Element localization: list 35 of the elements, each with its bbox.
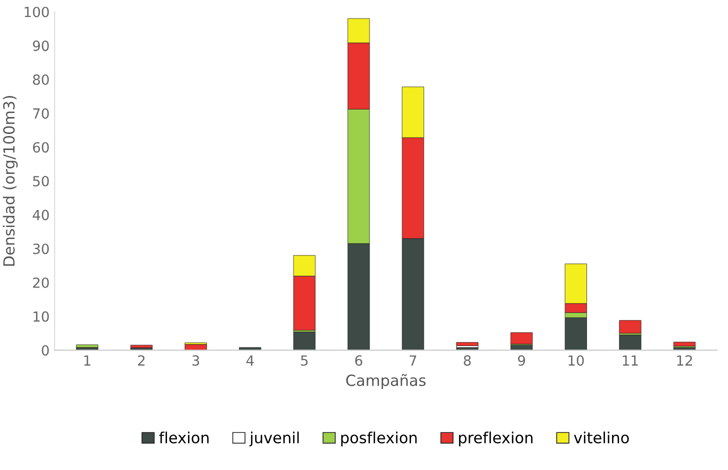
x-tick-label: 12 (677, 355, 692, 366)
legend-label: posflexion (341, 432, 417, 446)
y-tick-label: 40 (32, 210, 49, 220)
y-tick-label: 30 (33, 244, 49, 254)
x-tick-label: 5 (301, 355, 308, 366)
bar (456, 342, 478, 346)
legend-label: preflexion (459, 432, 532, 446)
x-tick-label: 9 (518, 355, 526, 366)
y-tick-label: 100 (24, 6, 49, 18)
x-tick-label: 6 (355, 355, 362, 366)
bar (76, 344, 98, 348)
y-tick-label: 50 (33, 176, 49, 186)
y-tick-label: 70 (33, 108, 49, 119)
x-tick-label: 8 (464, 355, 471, 366)
y-tick-label: 10 (34, 311, 49, 322)
x-axis-title: Campañas (346, 374, 426, 390)
bar (130, 344, 153, 348)
x-tick-label: 2 (138, 355, 145, 366)
y-tick-label: 60 (33, 142, 49, 153)
x-tick-label: 1 (84, 355, 90, 366)
y-tick-label: 80 (33, 74, 49, 85)
y-axis-title: Densidad (org/100m3) (2, 96, 18, 266)
legend-label: flexion (159, 432, 209, 444)
x-tick-label: 3 (192, 355, 200, 366)
x-tick-label: 4 (246, 355, 254, 366)
bar (564, 317, 587, 350)
x-tick-label: 11 (622, 355, 638, 366)
y-tick-label: 0 (42, 345, 49, 356)
y-tick-label: 90 (32, 40, 49, 52)
legend-label: vitelino (574, 432, 629, 444)
legend-label: juvenil (249, 432, 299, 446)
x-tick-label: 7 (410, 355, 416, 366)
y-tick-label: 20 (33, 277, 49, 288)
x-tick-label: 10 (568, 355, 584, 366)
bar (673, 342, 696, 346)
